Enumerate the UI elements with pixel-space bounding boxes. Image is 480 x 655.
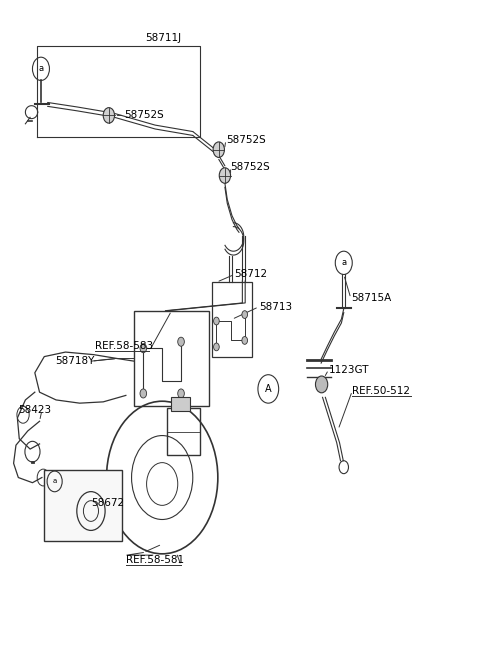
Text: 58672: 58672 — [91, 498, 124, 508]
Bar — [134, 310, 209, 406]
Text: A: A — [265, 384, 272, 394]
Circle shape — [242, 337, 248, 345]
Text: 1123GT: 1123GT — [329, 365, 369, 375]
Text: 58718Y: 58718Y — [55, 356, 95, 366]
Text: a: a — [38, 64, 44, 73]
Text: 58715A: 58715A — [351, 293, 391, 303]
Text: REF.58-581: REF.58-581 — [126, 555, 184, 565]
Bar — [212, 282, 252, 356]
Text: 58752S: 58752S — [230, 162, 270, 172]
Circle shape — [178, 337, 184, 346]
Circle shape — [214, 343, 219, 351]
Text: a: a — [52, 478, 57, 485]
Circle shape — [315, 376, 328, 393]
Text: 58752S: 58752S — [124, 111, 164, 121]
Circle shape — [213, 142, 225, 157]
Circle shape — [140, 344, 146, 353]
Circle shape — [219, 168, 230, 183]
Text: 58713: 58713 — [259, 302, 292, 312]
Bar — [171, 397, 191, 411]
Text: 58752S: 58752S — [226, 135, 265, 145]
Circle shape — [214, 317, 219, 325]
Text: a: a — [341, 258, 347, 267]
Circle shape — [140, 389, 146, 398]
Text: 58711J: 58711J — [145, 33, 182, 43]
Text: REF.50-512: REF.50-512 — [352, 386, 410, 396]
Bar — [44, 470, 122, 541]
Circle shape — [103, 107, 115, 123]
Circle shape — [242, 310, 248, 318]
Circle shape — [178, 389, 184, 398]
Bar — [167, 408, 200, 455]
Text: 58712: 58712 — [234, 269, 267, 280]
Text: REF.58-583: REF.58-583 — [95, 341, 153, 350]
Text: 58423: 58423 — [18, 405, 51, 415]
